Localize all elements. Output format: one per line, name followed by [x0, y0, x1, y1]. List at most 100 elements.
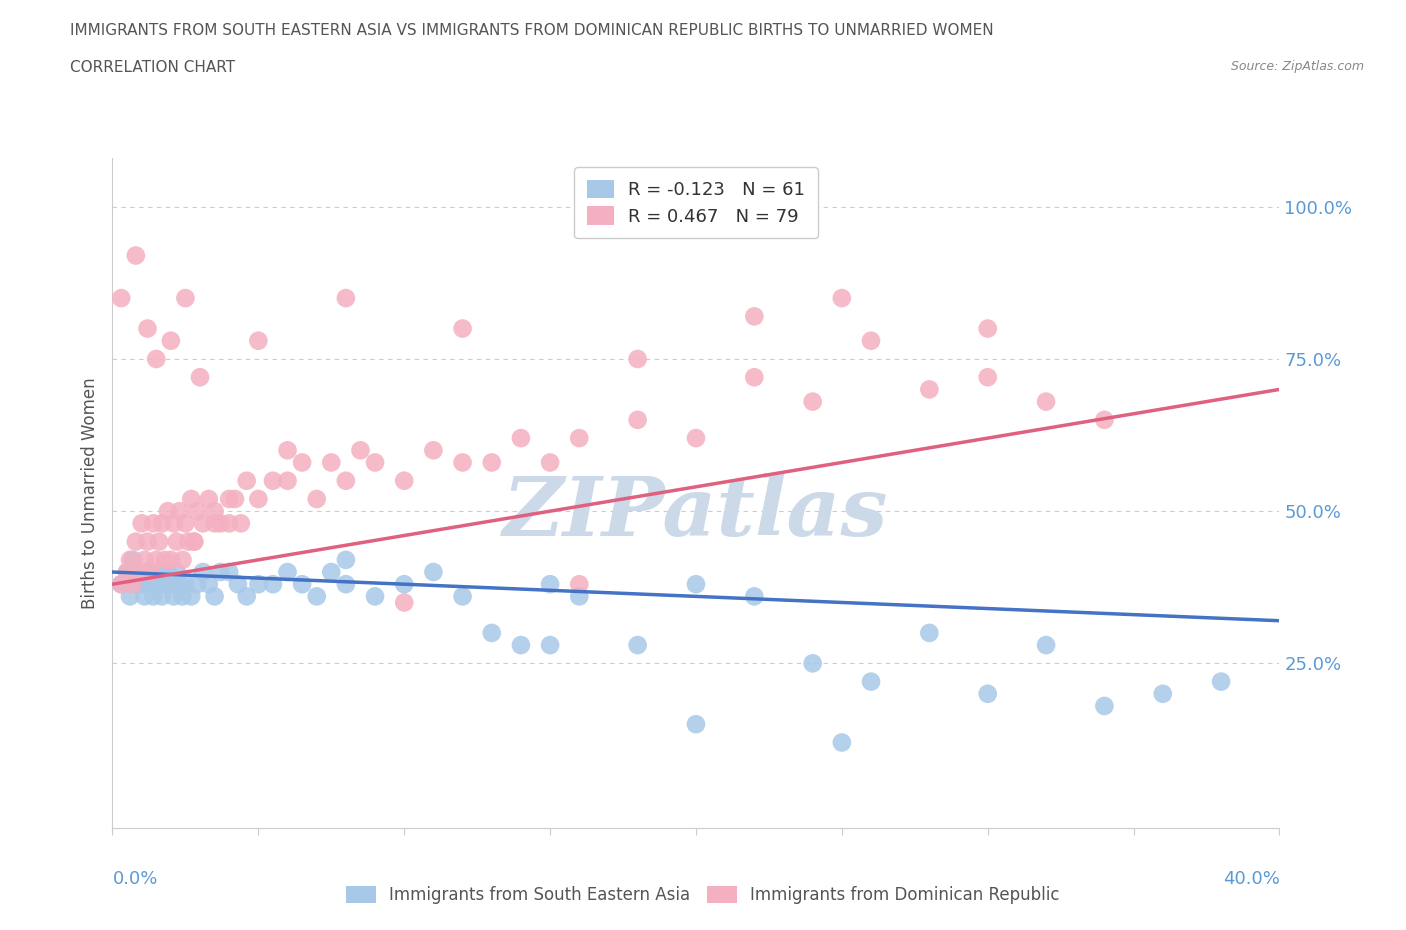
- Point: [177, 534, 200, 549]
- Text: CORRELATION CHART: CORRELATION CHART: [70, 60, 235, 75]
- Text: Source: ZipAtlas.com: Source: ZipAtlas.com: [1230, 60, 1364, 73]
- Point: [197, 577, 219, 591]
- Point: [335, 577, 357, 591]
- Point: [392, 595, 416, 610]
- Point: [392, 577, 416, 591]
- Point: [218, 492, 240, 507]
- Point: [209, 516, 232, 531]
- Point: [169, 504, 191, 519]
- Point: [859, 674, 883, 689]
- Point: [169, 577, 191, 591]
- Point: [122, 577, 145, 591]
- Point: [247, 577, 270, 591]
- Point: [128, 565, 150, 579]
- Point: [153, 577, 176, 591]
- Point: [142, 516, 165, 531]
- Text: IMMIGRANTS FROM SOUTH EASTERN ASIA VS IMMIGRANTS FROM DOMINICAN REPUBLIC BIRTHS : IMMIGRANTS FROM SOUTH EASTERN ASIA VS IM…: [70, 23, 994, 38]
- Point: [451, 455, 474, 470]
- Point: [136, 321, 159, 336]
- Point: [118, 552, 141, 567]
- Point: [976, 370, 998, 385]
- Point: [136, 565, 159, 579]
- Point: [305, 492, 328, 507]
- Point: [110, 577, 132, 591]
- Point: [174, 516, 197, 531]
- Point: [131, 516, 153, 531]
- Point: [180, 589, 202, 604]
- Point: [145, 352, 167, 366]
- Point: [364, 455, 387, 470]
- Point: [305, 589, 328, 604]
- Point: [148, 534, 170, 549]
- Point: [197, 492, 219, 507]
- Point: [568, 589, 591, 604]
- Point: [742, 309, 765, 324]
- Point: [1152, 686, 1174, 701]
- Point: [160, 333, 183, 348]
- Point: [160, 577, 183, 591]
- Point: [321, 565, 343, 579]
- Point: [422, 443, 444, 458]
- Point: [191, 516, 214, 531]
- Point: [191, 565, 214, 579]
- Point: [204, 504, 226, 519]
- Point: [172, 589, 194, 604]
- Point: [125, 534, 148, 549]
- Point: [801, 656, 824, 671]
- Point: [131, 577, 153, 591]
- Point: [160, 552, 183, 567]
- Point: [976, 686, 998, 701]
- Point: [262, 577, 284, 591]
- Point: [218, 516, 240, 531]
- Point: [422, 565, 444, 579]
- Point: [481, 455, 503, 470]
- Point: [262, 473, 284, 488]
- Point: [139, 565, 162, 579]
- Text: ZIPatlas: ZIPatlas: [503, 473, 889, 553]
- Point: [1209, 674, 1232, 689]
- Point: [204, 516, 226, 531]
- Point: [115, 565, 138, 579]
- Point: [335, 291, 357, 306]
- Point: [626, 412, 648, 427]
- Point: [134, 589, 156, 604]
- Point: [276, 473, 298, 488]
- Point: [364, 589, 387, 604]
- Point: [136, 534, 159, 549]
- Point: [626, 638, 648, 653]
- Point: [163, 589, 186, 604]
- Point: [115, 565, 138, 579]
- Point: [122, 552, 145, 567]
- Point: [209, 565, 232, 579]
- Point: [335, 473, 357, 488]
- Point: [235, 473, 257, 488]
- Point: [174, 577, 197, 591]
- Point: [451, 321, 474, 336]
- Text: 0.0%: 0.0%: [112, 870, 157, 887]
- Point: [276, 443, 298, 458]
- Point: [235, 589, 257, 604]
- Point: [685, 717, 707, 732]
- Point: [742, 370, 765, 385]
- Point: [291, 577, 314, 591]
- Point: [859, 333, 883, 348]
- Point: [291, 455, 314, 470]
- Point: [918, 626, 941, 641]
- Point: [150, 589, 173, 604]
- Point: [247, 492, 270, 507]
- Point: [125, 248, 148, 263]
- Point: [481, 626, 503, 641]
- Y-axis label: Births to Unmarried Women: Births to Unmarried Women: [80, 377, 98, 609]
- Point: [392, 473, 416, 488]
- Point: [335, 552, 357, 567]
- Point: [349, 443, 371, 458]
- Point: [247, 333, 270, 348]
- Point: [1092, 698, 1115, 713]
- Point: [538, 455, 561, 470]
- Point: [229, 516, 252, 531]
- Point: [626, 352, 648, 366]
- Point: [742, 589, 765, 604]
- Point: [509, 638, 531, 653]
- Point: [831, 291, 853, 306]
- Point: [163, 516, 186, 531]
